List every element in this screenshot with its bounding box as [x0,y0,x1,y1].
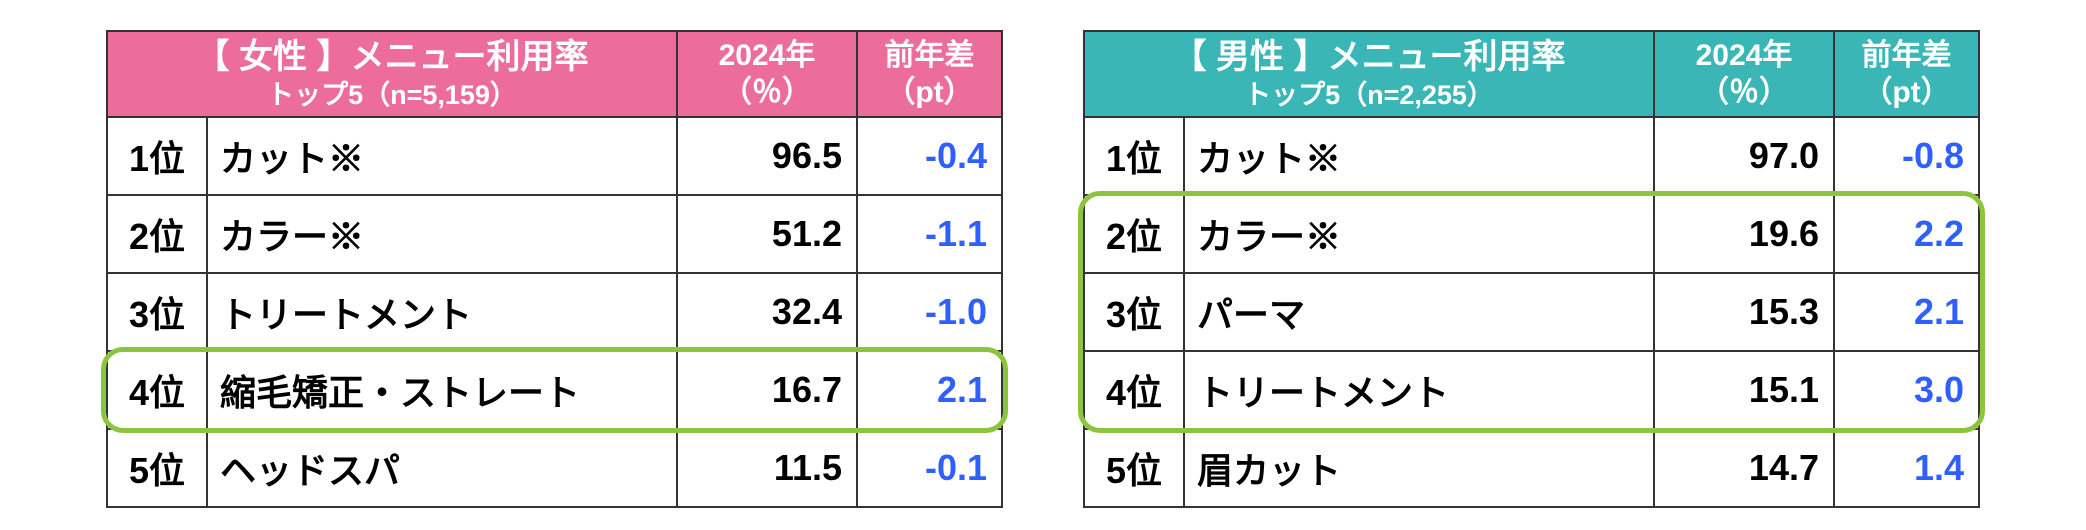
female-table: 【 女性 】メニュー利用率 トップ5（n=5,159） 2024年 （％） 前年… [106,30,1003,508]
rank-cell: 5位 [1084,429,1184,507]
male-header-subtitle: トップ5（n=2,255） [1091,79,1647,113]
menu-cell: トリートメント [1184,351,1654,429]
pct-cell: 32.4 [677,273,857,351]
female-header-main: 【 女性 】メニュー利用率 トップ5（n=5,159） [107,31,677,117]
female-header-diff: 前年差 （pt） [857,31,1002,117]
table-row: 1位カット※96.5-0.4 [107,117,1002,195]
rank-cell: 2位 [1084,195,1184,273]
male-header-main: 【 男性 】メニュー利用率 トップ5（n=2,255） [1084,31,1654,117]
table-row: 2位カラー※51.2-1.1 [107,195,1002,273]
female-header-pct: 2024年 （％） [677,31,857,117]
male-header-diff: 前年差 （pt） [1834,31,1979,117]
rank-cell: 4位 [1084,351,1184,429]
rank-cell: 3位 [107,273,207,351]
pct-cell: 11.5 [677,429,857,507]
menu-cell: 縮毛矯正・ストレート [207,351,677,429]
table-row: 2位カラー※19.62.2 [1084,195,1979,273]
male-header-pct-l1: 2024年 [1661,37,1827,75]
female-header-pct-l1: 2024年 [684,37,850,75]
diff-cell: -1.0 [857,273,1002,351]
female-table-wrap: 【 女性 】メニュー利用率 トップ5（n=5,159） 2024年 （％） 前年… [106,30,1003,508]
male-table-body: 1位カット※97.0-0.82位カラー※19.62.23位パーマ15.32.14… [1084,117,1979,507]
male-table: 【 男性 】メニュー利用率 トップ5（n=2,255） 2024年 （％） 前年… [1083,30,1980,508]
rank-cell: 3位 [1084,273,1184,351]
diff-cell: -0.4 [857,117,1002,195]
rank-cell: 5位 [107,429,207,507]
menu-cell: カラー※ [207,195,677,273]
table-row: 4位トリートメント15.13.0 [1084,351,1979,429]
menu-cell: カット※ [207,117,677,195]
rank-cell: 1位 [1084,117,1184,195]
table-row: 5位眉カット14.71.4 [1084,429,1979,507]
table-row: 5位ヘッドスパ11.5-0.1 [107,429,1002,507]
pct-cell: 51.2 [677,195,857,273]
female-header-diff-l1: 前年差 [864,37,995,75]
diff-cell: 3.0 [1834,351,1979,429]
rank-cell: 2位 [107,195,207,273]
female-header-subtitle: トップ5（n=5,159） [114,79,670,113]
diff-cell: 2.2 [1834,195,1979,273]
table-row: 1位カット※97.0-0.8 [1084,117,1979,195]
pct-cell: 96.5 [677,117,857,195]
diff-cell: 2.1 [1834,273,1979,351]
table-row: 3位パーマ15.32.1 [1084,273,1979,351]
male-header-title: 【 男性 】メニュー利用率 [1091,36,1647,79]
table-row: 4位縮毛矯正・ストレート16.72.1 [107,351,1002,429]
male-table-wrap: 【 男性 】メニュー利用率 トップ5（n=2,255） 2024年 （％） 前年… [1083,30,1980,508]
page-container: 【 女性 】メニュー利用率 トップ5（n=5,159） 2024年 （％） 前年… [0,0,2086,530]
female-header-title: 【 女性 】メニュー利用率 [114,36,670,79]
diff-cell: 2.1 [857,351,1002,429]
menu-cell: パーマ [1184,273,1654,351]
pct-cell: 97.0 [1654,117,1834,195]
male-header-diff-l2: （pt） [1841,74,1972,112]
menu-cell: カット※ [1184,117,1654,195]
female-header-pct-l2: （％） [684,74,850,112]
male-header-pct-l2: （％） [1661,74,1827,112]
diff-cell: -0.8 [1834,117,1979,195]
pct-cell: 14.7 [1654,429,1834,507]
female-table-body: 1位カット※96.5-0.42位カラー※51.2-1.13位トリートメント32.… [107,117,1002,507]
pct-cell: 16.7 [677,351,857,429]
diff-cell: -1.1 [857,195,1002,273]
menu-cell: トリートメント [207,273,677,351]
menu-cell: 眉カット [1184,429,1654,507]
diff-cell: -0.1 [857,429,1002,507]
rank-cell: 1位 [107,117,207,195]
pct-cell: 19.6 [1654,195,1834,273]
menu-cell: カラー※ [1184,195,1654,273]
rank-cell: 4位 [107,351,207,429]
female-header-diff-l2: （pt） [864,74,995,112]
table-row: 3位トリートメント32.4-1.0 [107,273,1002,351]
pct-cell: 15.1 [1654,351,1834,429]
male-header-pct: 2024年 （％） [1654,31,1834,117]
diff-cell: 1.4 [1834,429,1979,507]
male-header-diff-l1: 前年差 [1841,37,1972,75]
menu-cell: ヘッドスパ [207,429,677,507]
pct-cell: 15.3 [1654,273,1834,351]
